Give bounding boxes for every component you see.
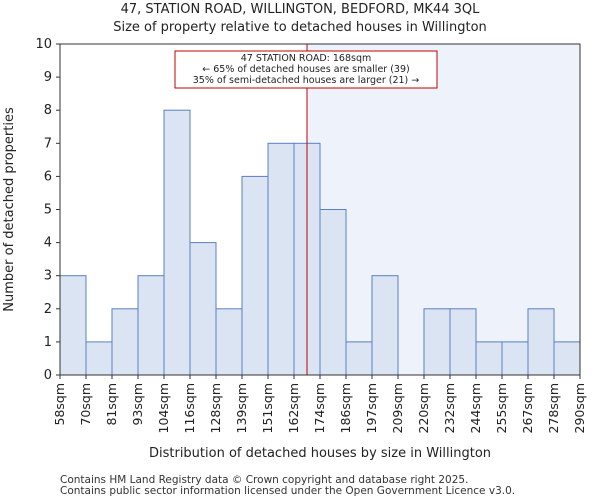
histogram-bar	[449, 308, 477, 376]
histogram-bar	[371, 275, 399, 376]
footer-copyright: Contains HM Land Registry data © Crown c…	[60, 474, 469, 486]
y-tick-label: 8	[44, 103, 52, 118]
x-tick-label: 267sqm	[520, 383, 535, 433]
y-tick-label: 2	[44, 302, 52, 317]
x-tick-label: 70sqm	[78, 383, 93, 426]
x-tick-label: 244sqm	[468, 383, 483, 433]
chart-title: 47, STATION ROAD, WILLINGTON, BEDFORD, M…	[120, 2, 480, 17]
y-tick-label: 0	[44, 368, 52, 383]
histogram-bar	[527, 308, 555, 376]
histogram-bar	[59, 275, 87, 376]
x-tick-label: 81sqm	[104, 383, 119, 426]
x-tick-label: 58sqm	[52, 383, 67, 426]
x-tick-label: 186sqm	[338, 383, 353, 433]
histogram-bar	[189, 242, 217, 376]
x-tick-label: 93sqm	[130, 383, 145, 426]
annotation-line: 35% of semi-detached houses are larger (…	[193, 75, 420, 86]
histogram-bar	[85, 341, 113, 376]
histogram-bar	[553, 341, 581, 376]
footer-licence: Contains public sector information licen…	[60, 485, 516, 497]
x-tick-label: 162sqm	[286, 383, 301, 433]
y-tick-label: 3	[44, 269, 52, 284]
x-tick-label: 128sqm	[208, 383, 223, 433]
histogram-bar	[215, 308, 243, 376]
histogram-bar	[345, 341, 373, 376]
y-tick-label: 6	[44, 169, 52, 184]
x-tick-label: 139sqm	[234, 383, 249, 433]
x-tick-label: 104sqm	[156, 383, 171, 433]
y-tick-label: 7	[44, 136, 52, 151]
histogram-bar	[501, 341, 529, 376]
x-tick-label: 278sqm	[546, 383, 561, 433]
histogram-bar	[475, 341, 503, 376]
x-tick-label: 290sqm	[572, 383, 587, 433]
y-tick-label: 4	[44, 236, 52, 251]
chart-subtitle: Size of property relative to detached ho…	[113, 20, 487, 35]
x-tick-label: 174sqm	[312, 383, 327, 433]
annotation-line: ← 65% of detached houses are smaller (39…	[202, 64, 409, 75]
x-axis-label: Distribution of detached houses by size …	[149, 446, 491, 461]
histogram-bar	[137, 275, 165, 376]
y-tick-label: 10	[35, 37, 52, 52]
y-tick-label: 1	[44, 335, 52, 350]
histogram-bar	[163, 109, 191, 376]
y-tick-label: 9	[44, 70, 52, 85]
histogram-bar	[267, 142, 295, 376]
x-tick-label: 197sqm	[364, 383, 379, 433]
y-axis-label: Number of detached properties	[2, 107, 17, 312]
x-tick-label: 255sqm	[494, 383, 509, 433]
annotation-box	[174, 50, 438, 89]
histogram-bar	[319, 209, 347, 376]
histogram-bar	[111, 308, 139, 376]
y-tick-label: 5	[44, 203, 52, 218]
x-tick-label: 220sqm	[416, 383, 431, 433]
x-tick-label: 151sqm	[260, 383, 275, 433]
x-tick-label: 232sqm	[442, 383, 457, 433]
x-tick-label: 209sqm	[390, 383, 405, 433]
x-tick-label: 116sqm	[182, 383, 197, 433]
histogram-bar	[423, 308, 451, 376]
annotation-line: 47 STATION ROAD: 168sqm	[241, 53, 372, 64]
histogram-bar	[241, 175, 269, 376]
